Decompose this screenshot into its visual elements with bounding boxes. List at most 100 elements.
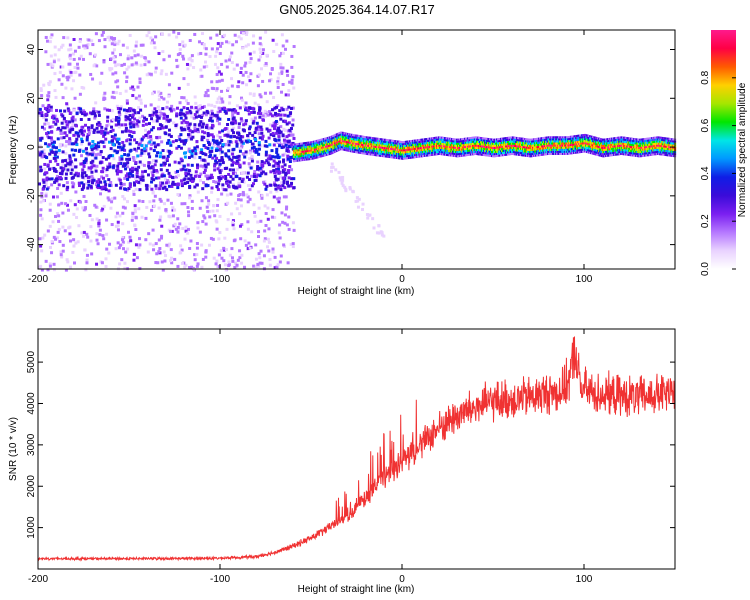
- heatmap-cell: [150, 171, 154, 175]
- heatmap-cell: [430, 143, 433, 146]
- heatmap-cell: [503, 141, 506, 144]
- heatmap-cell: [399, 149, 402, 152]
- heatmap-cell: [445, 153, 448, 156]
- heatmap-cell: [64, 202, 68, 206]
- heatmap-cell: [292, 136, 296, 140]
- heatmap-cell: [117, 125, 121, 129]
- heatmap-cell: [368, 136, 371, 139]
- heatmap-cell: [381, 138, 384, 141]
- heatmap-cell: [288, 128, 292, 132]
- heatmap-cell: [128, 185, 132, 189]
- heatmap-cell: [447, 147, 450, 150]
- heatmap-cell: [135, 141, 139, 145]
- heatmap-cell: [322, 138, 325, 141]
- heatmap-cell: [135, 40, 139, 44]
- heatmap-cell: [52, 262, 56, 266]
- heatmap-cell: [449, 144, 452, 147]
- heatmap-cell: [237, 158, 241, 162]
- heatmap-cell: [404, 155, 407, 158]
- heatmap-cell: [97, 39, 101, 43]
- heatmap-cell: [242, 170, 246, 174]
- heatmap-cell: [112, 143, 116, 147]
- heatmap-cell: [455, 151, 458, 154]
- heatmap-cell: [151, 243, 155, 247]
- heatmap-cell: [455, 149, 458, 152]
- heatmap-cell: [142, 147, 146, 151]
- heatmap-cell: [530, 153, 533, 156]
- heatmap-cell: [329, 144, 332, 147]
- heatmap-cell: [215, 259, 219, 263]
- heatmap-cell: [475, 146, 478, 149]
- heatmap-cell: [179, 244, 183, 248]
- heatmap-cell: [511, 144, 514, 147]
- heatmap-cell: [326, 153, 329, 156]
- heatmap-cell: [104, 127, 108, 131]
- heatmap-cell: [347, 133, 350, 136]
- heatmap-cell: [171, 140, 175, 144]
- heatmap-cell: [243, 239, 247, 243]
- heatmap-cell: [476, 144, 479, 147]
- heatmap-cell: [468, 153, 471, 156]
- heatmap-cell: [347, 145, 350, 148]
- heatmap-cell: [429, 141, 432, 144]
- heatmap-cell: [440, 136, 443, 139]
- heatmap-cell: [327, 153, 330, 156]
- heatmap-cell: [108, 165, 112, 169]
- heatmap-cell: [352, 142, 355, 145]
- heatmap-cell: [418, 151, 421, 154]
- heatmap-cell: [338, 176, 342, 180]
- heatmap-cell: [284, 47, 288, 51]
- heatmap-cell: [524, 138, 527, 141]
- heatmap-cell: [313, 142, 316, 145]
- heatmap-cell: [209, 153, 213, 157]
- heatmap-cell: [258, 256, 262, 260]
- heatmap-cell: [40, 217, 44, 221]
- heatmap-cell: [401, 145, 404, 148]
- heatmap-cell: [252, 175, 256, 179]
- heatmap-cell: [439, 144, 442, 147]
- heatmap-cell: [231, 161, 235, 165]
- heatmap-cell: [318, 141, 321, 144]
- heatmap-cell: [285, 149, 289, 153]
- heatmap-cell: [186, 205, 190, 209]
- heatmap-cell: [321, 152, 324, 155]
- heatmap-cell: [472, 140, 475, 143]
- heatmap-cell: [522, 146, 525, 149]
- heatmap-cell: [180, 184, 184, 188]
- heatmap-cell: [538, 145, 541, 148]
- heatmap-cell: [126, 177, 130, 181]
- heatmap-cell: [157, 238, 161, 242]
- heatmap-cell: [476, 151, 479, 154]
- heatmap-cell: [534, 146, 537, 149]
- heatmap-cell: [423, 140, 426, 143]
- heatmap-cell: [509, 138, 512, 141]
- heatmap-cell: [157, 116, 161, 120]
- heatmap-cell: [304, 150, 307, 153]
- heatmap-cell: [503, 149, 506, 152]
- heatmap-cell: [412, 154, 415, 157]
- heatmap-cell: [296, 157, 299, 160]
- heatmap-cell: [292, 158, 295, 161]
- heatmap-cell: [159, 91, 163, 95]
- heatmap-cell: [481, 139, 484, 142]
- heatmap-cell: [259, 144, 263, 148]
- heatmap-cell: [44, 192, 48, 196]
- heatmap-cell: [257, 152, 261, 156]
- heatmap-cell: [371, 141, 374, 144]
- heatmap-cell: [433, 153, 436, 156]
- heatmap-cell: [150, 177, 154, 181]
- heatmap-cell: [193, 129, 197, 133]
- heatmap-cell: [346, 147, 349, 150]
- heatmap-cell: [139, 101, 143, 105]
- heatmap-cell: [490, 155, 493, 158]
- heatmap-cell: [535, 140, 538, 143]
- heatmap-cell: [133, 111, 137, 115]
- heatmap-cell: [368, 153, 371, 156]
- heatmap-cell: [378, 148, 381, 151]
- heatmap-cell: [255, 150, 259, 154]
- heatmap-cell: [488, 152, 491, 155]
- heatmap-cell: [459, 140, 462, 143]
- heatmap-cell: [542, 141, 545, 144]
- heatmap-cell: [85, 112, 89, 116]
- heatmap-cell: [484, 143, 487, 146]
